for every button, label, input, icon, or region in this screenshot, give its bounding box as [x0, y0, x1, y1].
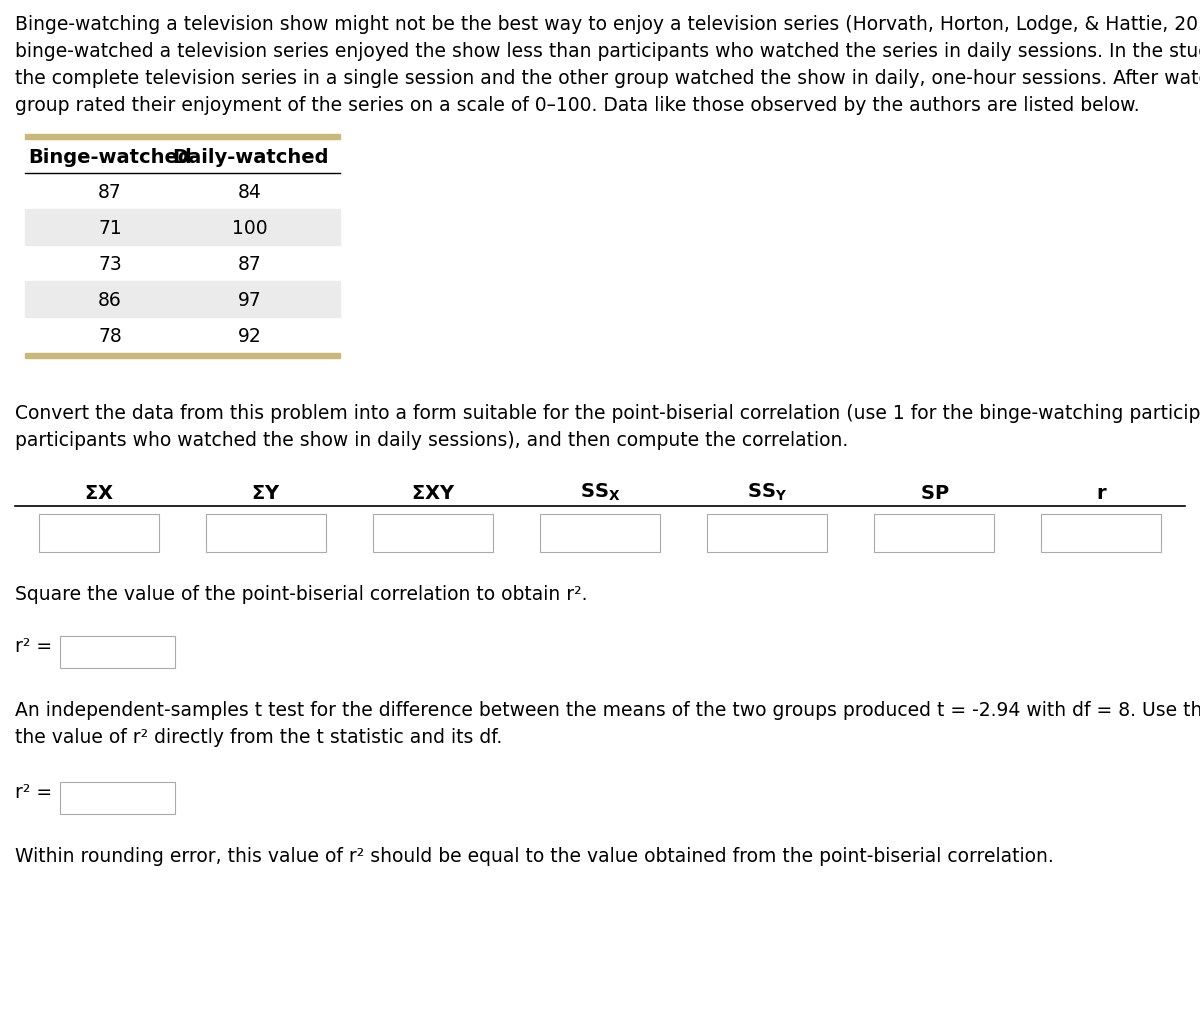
Text: $\mathbf{SP}$: $\mathbf{SP}$	[919, 483, 949, 502]
Text: Binge-watched: Binge-watched	[28, 148, 192, 167]
Text: 100: 100	[232, 218, 268, 238]
Text: 97: 97	[238, 290, 262, 309]
FancyBboxPatch shape	[540, 515, 660, 552]
Text: $\mathbf{\Sigma Y}$: $\mathbf{\Sigma Y}$	[251, 483, 281, 502]
Text: $\mathbf{SS_Y}$: $\mathbf{SS_Y}$	[748, 481, 787, 502]
Text: r² =: r² =	[14, 636, 52, 655]
Text: participants who watched the show in daily sessions), and then compute the corre: participants who watched the show in dai…	[14, 431, 848, 450]
Text: Binge-watching a television show might not be the best way to enjoy a television: Binge-watching a television show might n…	[14, 15, 1200, 34]
Text: $\mathbf{\Sigma X}$: $\mathbf{\Sigma X}$	[84, 483, 114, 502]
Text: 73: 73	[98, 254, 122, 273]
FancyBboxPatch shape	[1042, 515, 1162, 552]
Text: 87: 87	[98, 182, 122, 201]
Text: Within rounding error, this value of r² should be equal to the value obtained fr: Within rounding error, this value of r² …	[14, 846, 1054, 865]
Text: $\mathbf{r}$: $\mathbf{r}$	[1096, 483, 1108, 502]
FancyBboxPatch shape	[38, 515, 158, 552]
FancyBboxPatch shape	[373, 515, 493, 552]
Text: 78: 78	[98, 327, 122, 345]
Text: $\mathbf{\Sigma XY}$: $\mathbf{\Sigma XY}$	[410, 483, 455, 502]
Bar	[25, 134, 340, 140]
Text: Square the value of the point-biserial correlation to obtain r².: Square the value of the point-biserial c…	[14, 584, 588, 604]
Bar	[25, 354, 340, 359]
FancyBboxPatch shape	[707, 515, 827, 552]
Text: Convert the data from this problem into a form suitable for the point-biserial c: Convert the data from this problem into …	[14, 403, 1200, 423]
FancyBboxPatch shape	[60, 636, 175, 668]
Text: 84: 84	[238, 182, 262, 201]
Text: 86: 86	[98, 290, 122, 309]
Text: Daily-watched: Daily-watched	[172, 148, 329, 167]
Text: 92: 92	[238, 327, 262, 345]
Text: group rated their enjoyment of the series on a scale of 0–100. Data like those o: group rated their enjoyment of the serie…	[14, 96, 1140, 115]
Text: 71: 71	[98, 218, 122, 238]
Text: the value of r² directly from the t statistic and its df.: the value of r² directly from the t stat…	[14, 727, 503, 746]
Text: $\mathbf{SS_X}$: $\mathbf{SS_X}$	[580, 481, 620, 502]
FancyBboxPatch shape	[205, 515, 325, 552]
Text: binge-watched a television series enjoyed the show less than participants who wa: binge-watched a television series enjoye…	[14, 42, 1200, 61]
Text: An independent-samples t test for the difference between the means of the two gr: An independent-samples t test for the di…	[14, 701, 1200, 719]
Text: the complete television series in a single session and the other group watched t: the complete television series in a sing…	[14, 69, 1200, 88]
FancyBboxPatch shape	[60, 783, 175, 814]
Text: r² =: r² =	[14, 783, 52, 801]
Text: 87: 87	[238, 254, 262, 273]
FancyBboxPatch shape	[875, 515, 995, 552]
Bar	[25, 282, 340, 317]
Bar	[25, 210, 340, 246]
